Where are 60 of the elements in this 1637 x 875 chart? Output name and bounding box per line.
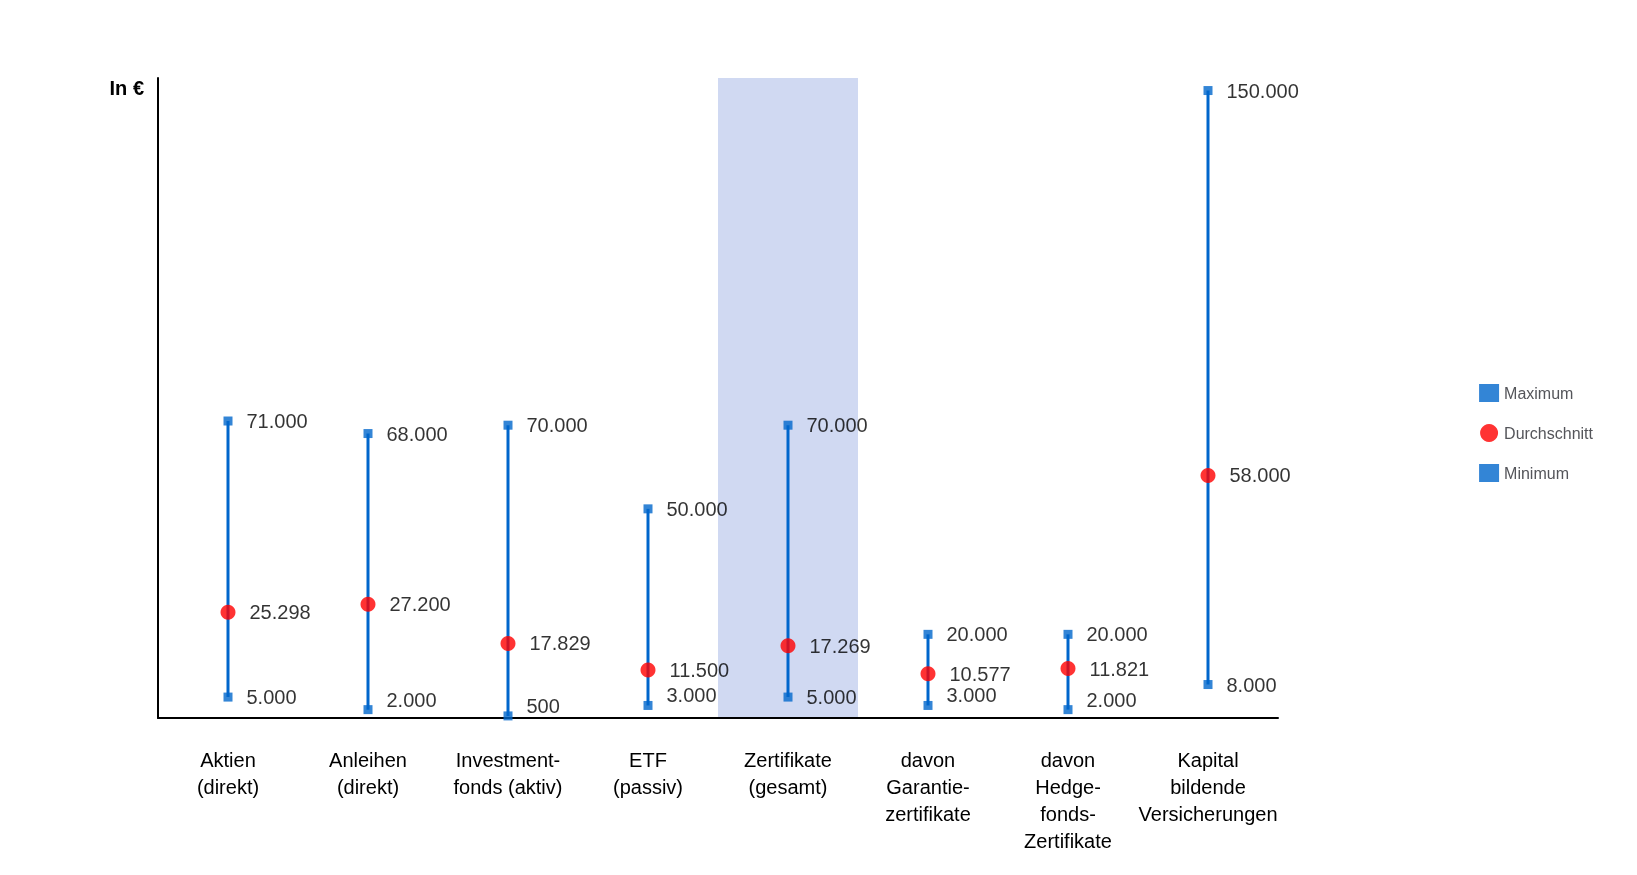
data-label: 10.577 [949,662,1011,685]
data-label: 17.269 [809,634,871,657]
point [920,666,936,682]
x-tick-label: Zertifikate (gesamt) [744,748,832,798]
point [1063,705,1073,715]
data-label: 70.000 [806,414,868,437]
point [1203,86,1213,96]
data-label: 58.000 [1229,464,1291,487]
x-tick-label: Investment- fonds (aktiv) [453,748,563,798]
x-tick-label: davon Hedge- fonds- Zertifikate [1024,748,1112,852]
x-tick-label: Anleihen (direkt) [329,748,407,798]
data-label: 50.000 [666,497,728,520]
point [923,700,933,710]
point [783,692,793,702]
point [780,638,796,654]
data-label: 3.000 [946,684,997,707]
point [1060,661,1076,677]
data-label: 25.298 [249,601,311,624]
point [923,629,933,639]
data-label: 2.000 [1086,688,1137,711]
data-label: 150.000 [1226,79,1299,102]
x-tick-label: Aktien (direkt) [196,748,260,798]
data-label: 500 [526,694,560,717]
point [783,420,793,430]
data-label: 71.000 [246,410,308,433]
point [1063,629,1073,639]
x-tick-label: Kapital bildende Versicherungen [1138,748,1278,825]
data-label: 70.000 [526,414,588,437]
legend-label: Minimum [1504,464,1569,482]
point [640,662,656,678]
data-label: 5.000 [246,686,297,709]
point [503,711,513,721]
point [223,692,233,702]
data-label: 8.000 [1226,673,1277,696]
data-label: 20.000 [946,623,1008,646]
point [220,604,236,620]
data-label: 3.000 [666,684,717,707]
point [363,705,373,715]
legend-label: Durchschnitt [1504,424,1594,442]
x-tick-label: ETF (passiv) [612,748,684,798]
point [360,596,376,612]
point [643,504,653,514]
data-label: 11.500 [669,658,730,681]
point [503,420,513,430]
data-label: 17.829 [529,632,591,655]
point [1203,680,1213,690]
x-tick-label: davon Garantie- zertifikate [885,748,971,825]
data-label: 2.000 [386,688,437,711]
point [1200,467,1216,483]
point [643,700,653,710]
data-label: 20.000 [1086,623,1148,646]
legend-label: Maximum [1504,384,1574,402]
point [363,429,373,439]
y-axis-title: In € [109,77,144,99]
data-label: 11.821 [1089,657,1150,680]
data-label: 68.000 [386,422,448,445]
point [500,635,516,651]
data-label: 5.000 [806,686,857,709]
data-label: 27.200 [389,593,451,616]
point [223,416,233,426]
